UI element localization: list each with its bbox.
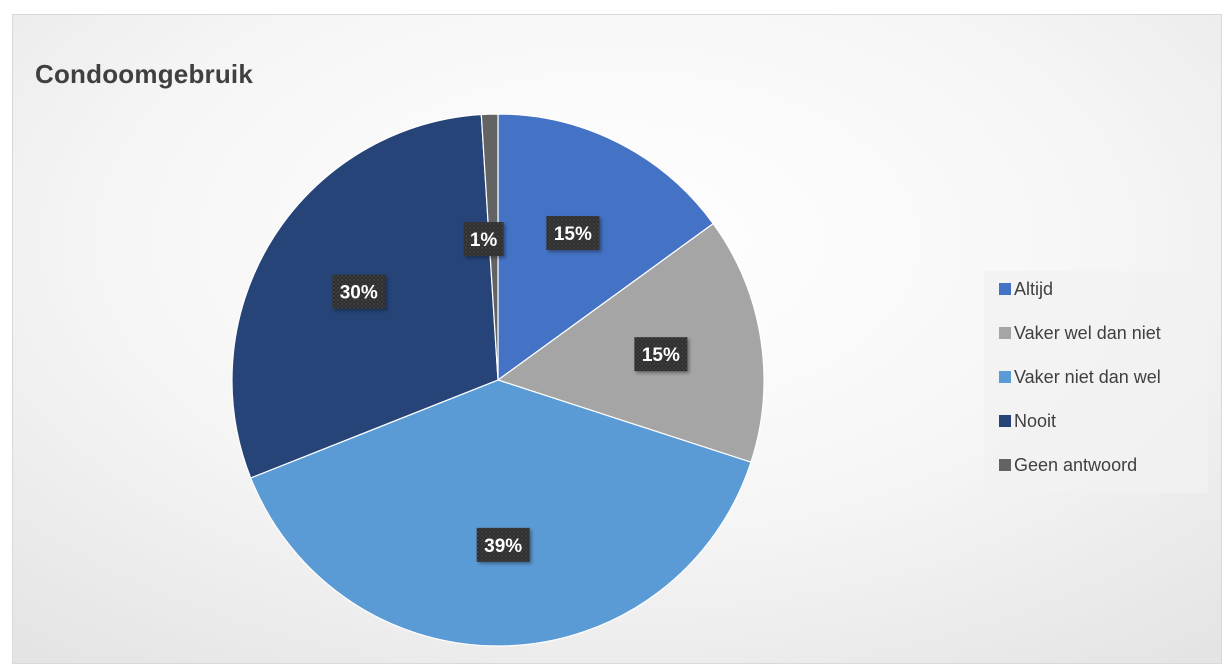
- legend-swatch: [999, 371, 1011, 383]
- legend-label: Vaker wel dan niet: [1014, 322, 1161, 343]
- svg-text:39%: 39%: [484, 536, 522, 557]
- legend-item: Vaker niet dan wel: [999, 365, 1161, 389]
- data-label-2: 15%: [634, 337, 688, 372]
- svg-text:15%: 15%: [642, 345, 680, 366]
- data-label-3: 39%: [476, 527, 530, 562]
- legend-item: Geen antwoord: [999, 453, 1137, 477]
- pie-slice-2: [496, 222, 765, 463]
- legend-item: Altijd: [999, 277, 1053, 301]
- legend: Altijd Vaker wel dan niet Vaker niet dan w…: [984, 271, 1208, 493]
- data-label-1: 15%: [546, 216, 600, 251]
- svg-text:15%: 15%: [554, 224, 592, 245]
- svg-text:1%: 1%: [470, 230, 498, 251]
- legend-item: Vaker wel dan niet: [999, 321, 1161, 345]
- svg-text:30%: 30%: [340, 283, 378, 304]
- legend-swatch: [999, 459, 1011, 471]
- legend-swatch: [999, 415, 1011, 427]
- chart-title: Condoomgebruik: [35, 59, 254, 89]
- legend-item: Nooit: [999, 409, 1056, 433]
- data-label-5: 1%: [463, 222, 504, 257]
- data-label-4: 30%: [332, 274, 386, 309]
- legend-swatch: [999, 283, 1011, 295]
- legend-swatch: [999, 327, 1011, 339]
- pie-chart: 15% 15% 39% 30% 1%: [231, 113, 765, 647]
- pie-slice-1: [497, 113, 715, 382]
- chart-area: Condoomgebruik 15% 15% 39% 30% 1% Altijd Vake…: [12, 14, 1222, 664]
- legend-label: Nooit: [1014, 410, 1057, 431]
- legend-label: Vaker niet dan wel: [1014, 366, 1161, 387]
- legend-label: Geen antwoord: [1014, 454, 1138, 475]
- legend-label: Altijd: [1014, 278, 1054, 299]
- pie-slice-3: [249, 379, 752, 647]
